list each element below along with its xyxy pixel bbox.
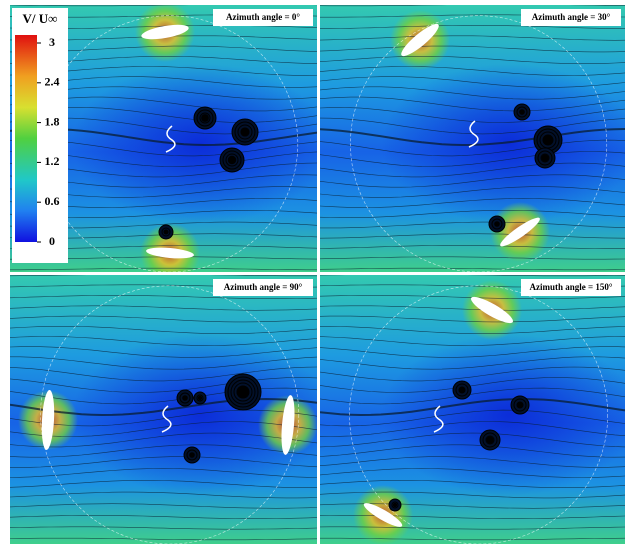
panel-label: Azimuth angle = 90°	[224, 282, 303, 292]
panels: Azimuth angle = 0° Azimuth angle = 30° Azi…	[10, 2, 625, 544]
flow-panel: Azimuth angle = 90°	[10, 274, 329, 544]
panel-label: Azimuth angle = 30°	[532, 12, 611, 22]
vortex-core	[237, 386, 250, 399]
vortex-core	[198, 396, 202, 400]
vortex-core	[542, 155, 549, 162]
panel-label: Azimuth angle = 150°	[530, 282, 613, 292]
vortex-core	[228, 156, 236, 164]
colorbar-tick-label: 3	[49, 35, 55, 49]
vortex-core	[201, 114, 209, 122]
wake-region	[71, 64, 329, 224]
vortex-core	[543, 135, 553, 145]
vortex-core	[487, 437, 494, 444]
vortex-core	[494, 221, 500, 227]
colorbar-tick-label: 1.2	[45, 154, 60, 168]
vortex-core	[182, 395, 188, 401]
figure: Azimuth angle = 0° Azimuth angle = 30° Azi…	[0, 0, 625, 544]
vortex-core	[517, 402, 523, 408]
colorbar: V/ U∞ 3 2.4 1.8 1.2 0.6 0	[12, 8, 68, 263]
vortex-core	[240, 127, 249, 136]
vortex-core	[189, 452, 195, 458]
panel-label: Azimuth angle = 0°	[226, 12, 300, 22]
colorbar-tick-label: 1.8	[45, 114, 60, 128]
flow-panel: Azimuth angle = 150°	[320, 274, 625, 544]
colorbar-tick-label: 0.6	[45, 194, 60, 208]
vortex-core	[164, 230, 169, 235]
colorbar-tick-label: 2.4	[45, 75, 60, 89]
vortex-core	[393, 503, 397, 507]
colorbar-tick-label: 0	[49, 234, 55, 248]
colorbar-title: V/ U∞	[23, 11, 58, 26]
vortex-core	[459, 387, 465, 393]
vortex-core	[519, 109, 525, 115]
flow-panel: Azimuth angle = 30°	[320, 4, 625, 280]
colorbar-gradient	[15, 35, 37, 242]
